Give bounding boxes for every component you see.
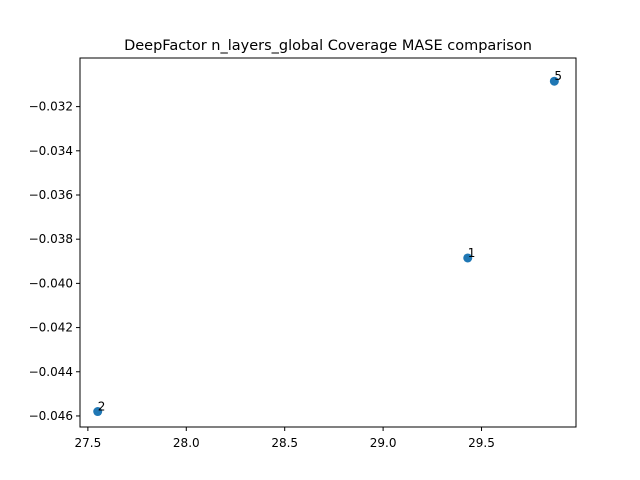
x-tick-label: 28.5: [271, 436, 298, 450]
chart-title: DeepFactor n_layers_global Coverage MASE…: [124, 38, 532, 54]
y-tick-label: −0.036: [29, 188, 73, 202]
x-tick-label: 29.5: [468, 436, 495, 450]
point-label: 1: [468, 246, 476, 260]
y-tick-label: −0.032: [29, 100, 73, 114]
y-tick-label: −0.042: [29, 321, 73, 335]
y-tick-label: −0.046: [29, 409, 73, 423]
y-tick-label: −0.040: [29, 276, 73, 290]
plot-frame: [79, 57, 577, 428]
y-tick-label: −0.044: [29, 365, 73, 379]
y-axis: −0.046 −0.044 −0.042 −0.040 −0.038 −0.036 −0.0…: [29, 100, 80, 423]
x-axis: 27.5 28.0 28.5 29.0 29.5: [75, 427, 495, 450]
data-point: [549, 76, 559, 86]
point-label: 5: [554, 69, 562, 83]
data-points: 2 1 5: [93, 69, 562, 417]
point-label: 2: [98, 400, 106, 414]
data-point: [93, 407, 103, 417]
y-tick-label: −0.038: [29, 232, 73, 246]
y-tick-label: −0.034: [29, 144, 73, 158]
x-tick-label: 29.0: [370, 436, 397, 450]
x-tick-label: 27.5: [75, 436, 102, 450]
data-point: [463, 253, 473, 263]
x-tick-label: 28.0: [173, 436, 200, 450]
